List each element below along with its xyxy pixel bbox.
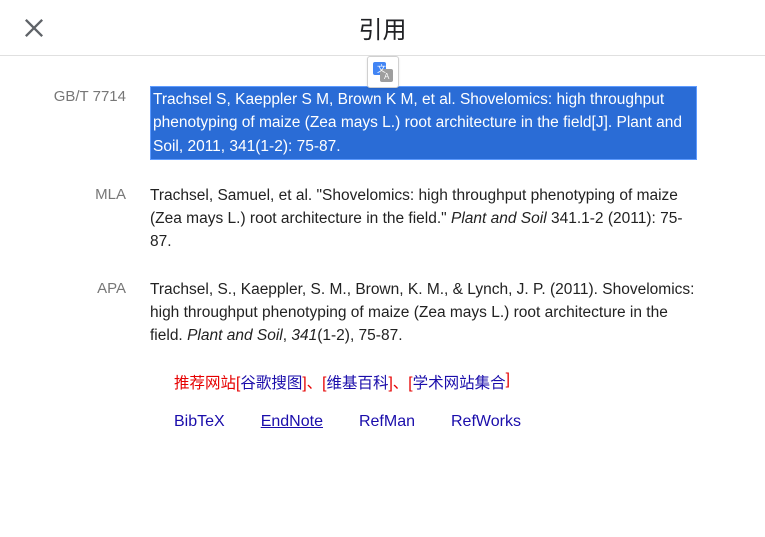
dialog-header: 引用: [0, 0, 765, 56]
citation-label: APA: [30, 278, 150, 348]
export-endnote[interactable]: EndNote: [261, 413, 323, 431]
recommend-prefix: 推荐网站[: [174, 371, 240, 393]
citation-row-apa: APA Trachsel, S., Kaeppler, S. M., Brown…: [30, 278, 735, 348]
recommend-row: 推荐网站[谷歌搜图]、[维基百科]、[学术网站集合]: [30, 371, 735, 393]
recommend-link-google-image[interactable]: 谷歌搜图: [240, 371, 302, 393]
close-icon[interactable]: [20, 14, 48, 42]
citation-label: GB/T 7714: [30, 86, 150, 160]
export-refman[interactable]: RefMan: [359, 413, 415, 431]
export-refworks[interactable]: RefWorks: [451, 413, 521, 431]
export-links-row: BibTeX EndNote RefMan RefWorks: [30, 413, 735, 431]
citation-row-mla: MLA Trachsel, Samuel, et al. "Shovelomic…: [30, 184, 735, 254]
citations-content: GB/T 7714 Trachsel S, Kaeppler S M, Brow…: [0, 56, 765, 431]
citation-text-gbt[interactable]: Trachsel S, Kaeppler S M, Brown K M, et …: [150, 86, 697, 160]
apa-vol: 341: [291, 327, 317, 344]
recommend-link-wikipedia[interactable]: 维基百科: [326, 371, 388, 393]
citation-label: MLA: [30, 184, 150, 254]
apa-journal: Plant and Soil: [187, 327, 283, 344]
citation-text-mla[interactable]: Trachsel, Samuel, et al. "Shovelomics: h…: [150, 184, 735, 254]
export-bibtex[interactable]: BibTeX: [174, 413, 225, 431]
translate-icon[interactable]: 文 A: [367, 56, 399, 88]
mla-journal: Plant and Soil: [451, 210, 547, 227]
dialog-title: 引用: [359, 10, 407, 45]
recommend-sep: ]、[: [302, 371, 326, 393]
apa-post: (1-2), 75-87.: [317, 327, 402, 344]
citation-row-gbt: GB/T 7714 Trachsel S, Kaeppler S M, Brow…: [30, 86, 735, 160]
svg-text:A: A: [384, 72, 390, 81]
recommend-suffix: ]: [506, 371, 510, 393]
recommend-sep: ]、[: [388, 371, 412, 393]
recommend-link-academic[interactable]: 学术网站集合: [413, 371, 506, 393]
citation-text-apa[interactable]: Trachsel, S., Kaeppler, S. M., Brown, K.…: [150, 278, 735, 348]
